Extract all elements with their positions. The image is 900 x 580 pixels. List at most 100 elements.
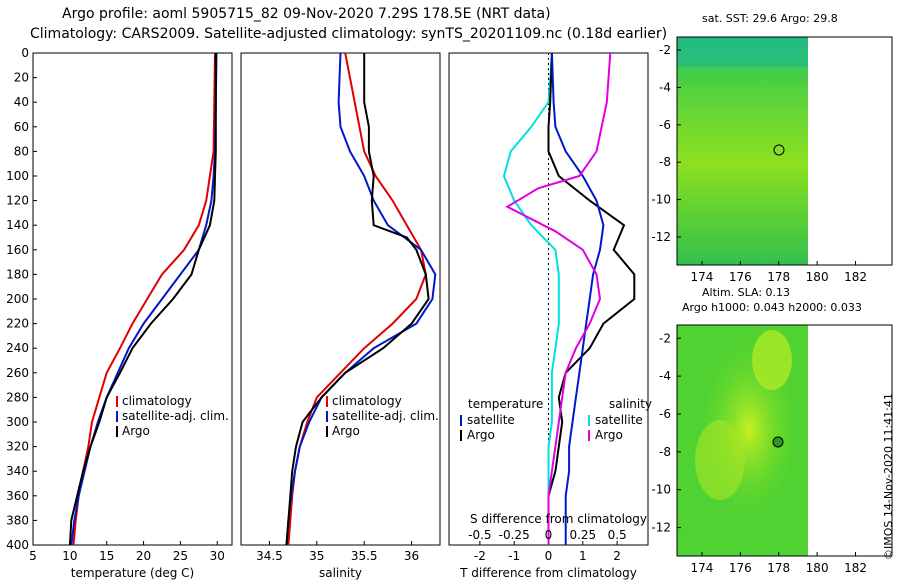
map-x-tick-label: 178 bbox=[767, 561, 790, 575]
map-y-tick-label: -2 bbox=[659, 43, 671, 57]
y-tick-label: 340 bbox=[6, 464, 29, 478]
map-y-tick-label: -6 bbox=[659, 407, 671, 421]
y-tick-label: 280 bbox=[6, 390, 29, 404]
map-y-tick-label: -10 bbox=[651, 193, 671, 207]
x-tick-label: -2 bbox=[474, 549, 486, 563]
series-line-salinity-argo bbox=[505, 52, 612, 545]
series-line-salinity-satellite bbox=[550, 52, 605, 545]
map-x-tick-label: 176 bbox=[729, 270, 752, 284]
profile-panel-1: 0 20 40 60 80 100 120 140 160 180 200 220 240 260 280 3… bbox=[6, 46, 233, 580]
map-bottom-title2: Argo h1000: 0.043 h2000: 0.033 bbox=[682, 301, 862, 314]
x-tick-label: 0 bbox=[545, 549, 553, 563]
map-top-frame bbox=[676, 36, 893, 266]
header-line1: Argo profile: aoml 5905715_82 09-Nov-202… bbox=[62, 6, 551, 22]
legend-label: Argo bbox=[122, 424, 150, 438]
x-tick-label: -1 bbox=[508, 549, 520, 563]
map-x-tick-label: 174 bbox=[691, 270, 714, 284]
map-y-tick-label: -8 bbox=[659, 445, 671, 459]
s-tick-label: -0.5 bbox=[468, 528, 491, 542]
map-y-tick-label: -4 bbox=[659, 369, 671, 383]
map-x-tick-label: 178 bbox=[767, 270, 790, 284]
legend-label: Argo bbox=[332, 424, 360, 438]
profile-panel-3: -2 -1 0 1 2 T difference from climatology temp… bbox=[448, 52, 652, 580]
series-line-argo bbox=[285, 53, 430, 546]
map-x-tick-label: 176 bbox=[729, 561, 752, 575]
x-tick-label: 30 bbox=[210, 549, 225, 563]
y-tick-label: 140 bbox=[6, 218, 29, 232]
x-tick-label: 20 bbox=[136, 549, 151, 563]
x-tick-label: 35.5 bbox=[351, 549, 378, 563]
y-tick-label: 180 bbox=[6, 267, 29, 281]
profile-panel-2: 34.5 35 35.5 36 salinity climatologysatellite… bbox=[240, 52, 441, 580]
map-bottom-title1: Altim. SLA: 0.13 bbox=[702, 286, 791, 299]
y-tick-label: 100 bbox=[6, 169, 29, 183]
y-tick-label: 360 bbox=[6, 489, 29, 503]
y-tick-label: 0 bbox=[21, 46, 29, 60]
map-bottom: 174 176 178 180 182 -2 -4 -6 -8 -10 -12 bbox=[651, 324, 893, 575]
map-x-tick-label: 182 bbox=[844, 561, 867, 575]
sla-map-blob bbox=[752, 330, 792, 390]
map-x-tick-label: 180 bbox=[806, 270, 829, 284]
y-tick-label: 380 bbox=[6, 513, 29, 527]
y-tick-label: 220 bbox=[6, 317, 29, 331]
map-y-tick-label: -10 bbox=[651, 483, 671, 497]
x-tick-label: 2 bbox=[613, 549, 621, 563]
y-tick-label: 260 bbox=[6, 366, 29, 380]
y-tick-label: 120 bbox=[6, 194, 29, 208]
map-y-tick-label: -8 bbox=[659, 155, 671, 169]
x-axis-label: temperature (deg C) bbox=[71, 566, 194, 580]
s-tick-label: -0.25 bbox=[499, 528, 530, 542]
argo-position-marker-top bbox=[773, 144, 785, 156]
y-tick-label: 20 bbox=[14, 71, 29, 85]
legend-title-temperature: temperature bbox=[468, 397, 543, 411]
map-y-tick-label: -6 bbox=[659, 118, 671, 132]
series-line-temperature-argo bbox=[547, 52, 636, 545]
map-y-tick-label: -12 bbox=[651, 521, 671, 535]
x-axis-label: salinity bbox=[319, 566, 362, 580]
sst-map-band bbox=[677, 37, 808, 67]
x-axis-label: T difference from climatology bbox=[459, 566, 637, 580]
x-tick-label: 36 bbox=[404, 549, 419, 563]
series-line-climatology bbox=[72, 52, 216, 546]
x-tick-label: 5 bbox=[29, 549, 37, 563]
s-tick-label: 0.25 bbox=[569, 528, 596, 542]
x-tick-label: 34.5 bbox=[256, 549, 283, 563]
map-x-tick-label: 174 bbox=[691, 561, 714, 575]
sst-map-field bbox=[677, 37, 808, 265]
s-tick-label: 0.5 bbox=[608, 528, 627, 542]
x-tick-label: 35 bbox=[309, 549, 324, 563]
map-x-tick-label: 180 bbox=[806, 561, 829, 575]
series-line-satellite-adj-clim- bbox=[70, 52, 218, 546]
x-tick-label: 1 bbox=[579, 549, 587, 563]
map-top: 174 176 178 180 182 -2 -4 -6 -8 -10 -12 bbox=[651, 36, 893, 284]
map-x-tick-label: 182 bbox=[844, 270, 867, 284]
plot-frame bbox=[32, 52, 233, 546]
y-tick-label: 60 bbox=[14, 120, 29, 134]
series-line-argo bbox=[68, 53, 217, 546]
y-tick-label: 240 bbox=[6, 341, 29, 355]
legend-label: satellite bbox=[595, 413, 643, 427]
series-line-satellite-adj-clim- bbox=[285, 52, 437, 546]
series-line-temperature-satellite bbox=[502, 52, 560, 545]
y-tick-label: 40 bbox=[14, 95, 29, 109]
y-tick-label: 200 bbox=[6, 292, 29, 306]
y-tick-label: 300 bbox=[6, 415, 29, 429]
legend-label: satellite-adj. clim. bbox=[332, 409, 439, 423]
legend-label: satellite bbox=[467, 413, 515, 427]
legend-title-salinity: salinity bbox=[609, 397, 652, 411]
legend-label: Argo bbox=[467, 428, 495, 442]
legend-label: climatology bbox=[122, 394, 192, 408]
map-top-title: sat. SST: 29.6 Argo: 29.8 bbox=[702, 12, 838, 25]
y-tick-label: 320 bbox=[6, 440, 29, 454]
legend-label: satellite-adj. clim. bbox=[122, 409, 229, 423]
x-tick-label: 15 bbox=[99, 549, 114, 563]
header-line2: Climatology: CARS2009. Satellite-adjuste… bbox=[30, 26, 668, 42]
s-tick-label: 0 bbox=[545, 528, 553, 542]
sla-map-blob bbox=[695, 420, 745, 500]
x-tick-label: 10 bbox=[62, 549, 77, 563]
x-tick-label: 25 bbox=[173, 549, 188, 563]
map-y-tick-label: -2 bbox=[659, 331, 671, 345]
legend-label: climatology bbox=[332, 394, 402, 408]
series-line-climatology bbox=[287, 52, 427, 546]
map-bottom-frame bbox=[676, 324, 893, 557]
